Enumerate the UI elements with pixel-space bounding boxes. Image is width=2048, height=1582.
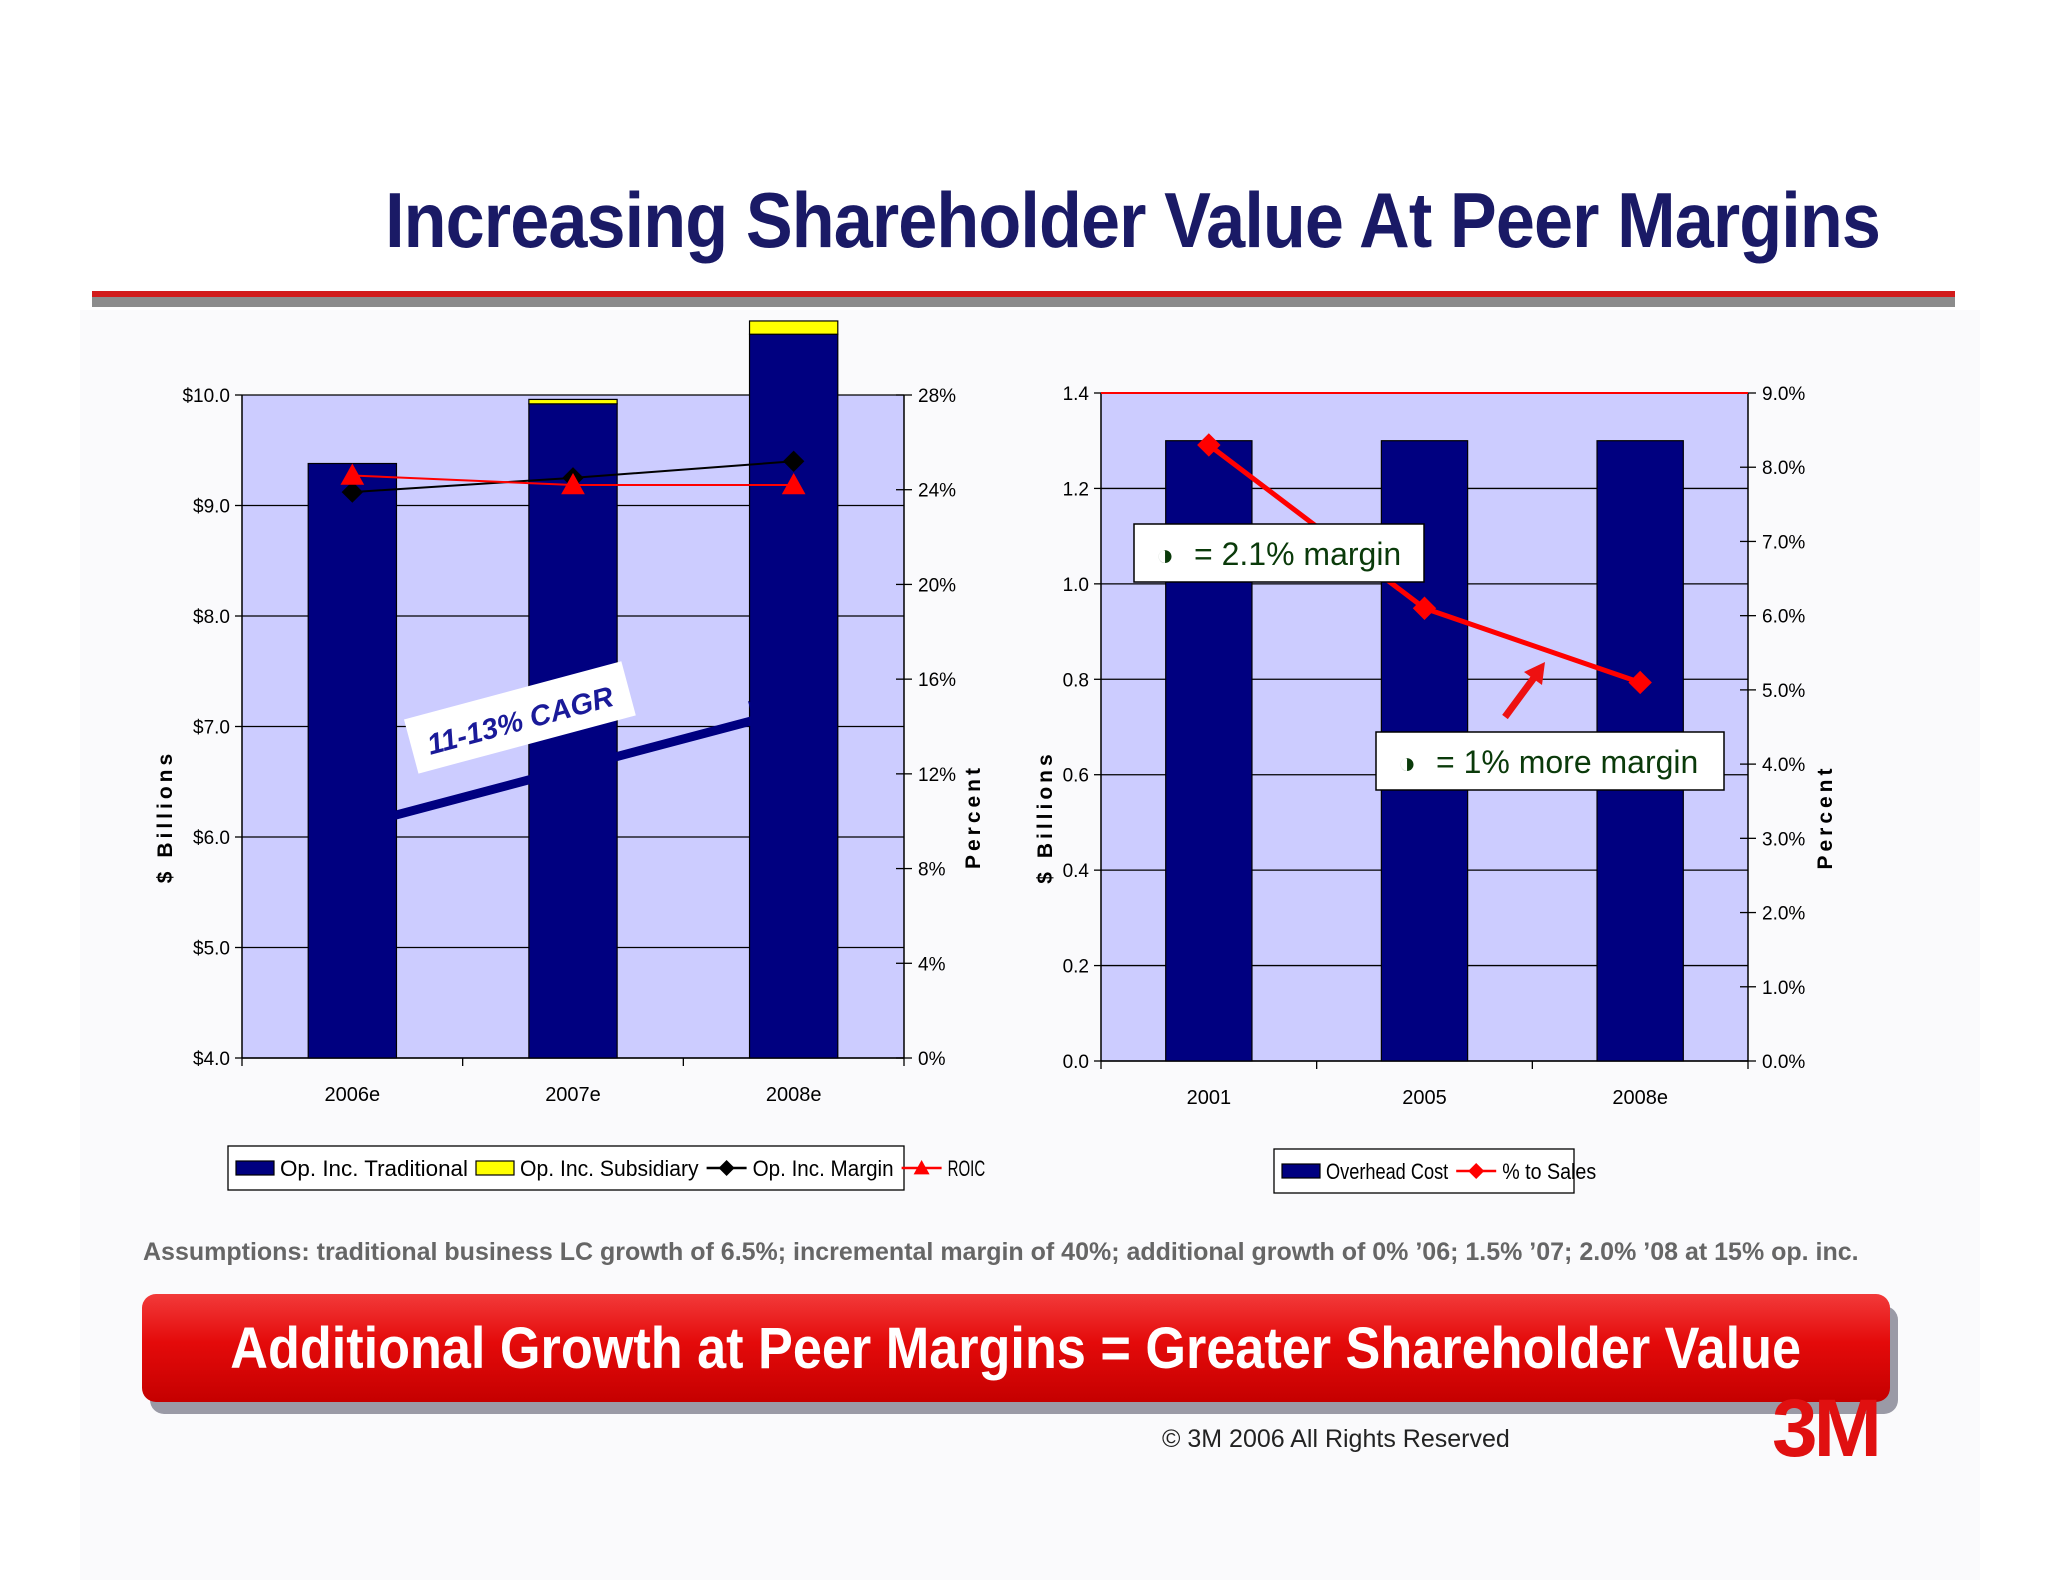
bar [307,462,398,1059]
legend: Overhead Cost % to Sales [1273,1148,1596,1194]
y-right-tick-label: 4.0% [1762,755,1805,776]
y-left-tick-label: 0.6 [1063,766,1089,787]
bar [748,320,839,335]
cagr-arrow-head [748,701,777,735]
legend-label: % to Sales [1502,1159,1596,1184]
y-right-tick-label: 7.0% [1762,532,1805,553]
y-left-tick-label: 1.2 [1063,479,1089,500]
y-left-tick-label: $10.0 [182,386,230,407]
y-left-tick-label: $5.0 [193,939,230,960]
conclusion-banner: Additional Growth at Peer Margins = Grea… [142,1294,1890,1402]
y-right-tick-label: 0% [918,1049,946,1070]
overhead-cost-chart: 0.0 0.2 0.4 0.6 0.8 1.0 1.2 1.4 0.0% 1.0% 2.0% 3.0%… [1034,384,1837,1194]
copyright-text: © 3M 2006 All Rights Reserved [1162,1425,1510,1453]
legend-label: Op. Inc. Subsidiary [520,1156,699,1181]
callout-text: = 2.1% margin [1194,536,1401,572]
crescent-icon: ◑ [1398,747,1416,780]
legend-box [1273,1148,1575,1194]
y-right-tick-label: 24% [918,481,956,502]
callout-box [1375,731,1725,791]
y-left-tick-label: $8.0 [193,607,230,628]
y-left-axis-title: $ Billions [154,750,177,883]
y-right-tick-label: 28% [918,386,956,407]
legend-label: ROIC [948,1156,986,1181]
y-right-tick-label: 8.0% [1762,458,1805,479]
y-right-tick-label: 6.0% [1762,607,1805,628]
3m-logo: 3M [1772,1383,1882,1474]
series-point [1628,670,1652,695]
assumptions-note: Assumptions: traditional business LC gro… [143,1238,1859,1266]
title-rule-red [92,291,1955,297]
y-right-tick-label: 5.0% [1762,681,1805,702]
y-right-axis-title: Percent [962,764,985,869]
y-right-tick-label: 9.0% [1762,384,1805,405]
legend-swatch [1281,1163,1321,1179]
cagr-label-box [403,661,636,774]
legend-swatch [475,1160,515,1176]
y-right-tick-label: 1.0% [1762,978,1805,999]
y-left-tick-label: 0.2 [1063,957,1089,978]
series-point [561,472,585,495]
x-tick-label: 2007e [545,1084,601,1106]
margin-callout: ◑ = 2.1% margin [1133,523,1425,583]
banner-text: Additional Growth at Peer Margins = Grea… [230,1315,1802,1381]
y-left-tick-label: 1.0 [1063,575,1089,596]
title-rule-gray [92,297,1955,307]
legend-marker [913,1160,930,1175]
y-right-tick-label: 4% [918,954,946,975]
y-left-tick-label: $4.0 [193,1049,230,1070]
pointer-arrow-head [1524,662,1545,685]
x-tick-label: 2008e [1612,1087,1668,1109]
y-left-tick-label: 0.8 [1063,670,1089,691]
x-tick-label: 2005 [1402,1087,1447,1109]
y-right-tick-label: 20% [918,575,956,596]
legend-box [227,1145,905,1191]
callout-box [1133,523,1425,583]
cagr-arrow [326,715,757,838]
y-left-tick-label: $7.0 [193,718,230,739]
series-point [1197,433,1221,457]
legend-marker [1468,1163,1485,1179]
bar [748,333,839,1059]
series-point [781,472,806,495]
legend-label: Overhead Cost [1326,1159,1448,1184]
y-left-tick-label: $9.0 [193,497,230,518]
more-margin-callout: ◑ = 1% more margin [1375,731,1725,791]
y-right-tick-label: 8% [918,860,946,881]
x-tick-label: 2006e [325,1084,381,1106]
pointer-arrow [1502,672,1539,720]
callout-text: = 1% more margin [1436,744,1698,780]
y-right-axis-title: Percent [1814,764,1837,869]
operating-income-chart: $4.0 $5.0 $6.0 $7.0 $8.0 $9.0 $10.0 0% 4% 8% 12% 16… [154,320,986,1191]
legend-label: Op. Inc. Traditional [280,1156,468,1181]
y-right-tick-label: 2.0% [1762,904,1805,925]
legend-marker [718,1160,735,1176]
x-tick-label: 2001 [1187,1087,1232,1109]
y-right-tick-label: 16% [918,670,956,691]
y-right-tick-label: 3.0% [1762,829,1805,850]
bar [528,398,618,405]
y-left-tick-label: $6.0 [193,828,230,849]
series-point [782,450,805,473]
y-left-tick-label: 0.4 [1063,861,1090,882]
series-point [1412,596,1437,620]
series-point [341,481,364,503]
crescent-icon: ◑ [1156,539,1174,572]
y-left-axis-title: $ Billions [1034,750,1057,883]
legend-swatch [235,1160,275,1176]
y-right-tick-label: 0.0% [1762,1052,1805,1073]
y-left-tick-label: 1.4 [1063,384,1090,405]
legend: Op. Inc. Traditional Op. Inc. Subsidiary O… [227,1145,986,1191]
slide-title: Increasing Shareholder Value At Peer Mar… [385,176,1881,264]
y-left-tick-label: 0.0 [1063,1052,1089,1073]
x-tick-label: 2008e [766,1084,822,1106]
y-right-tick-label: 12% [918,765,956,786]
series-point [340,463,365,485]
legend-label: Op. Inc. Margin [753,1156,894,1181]
